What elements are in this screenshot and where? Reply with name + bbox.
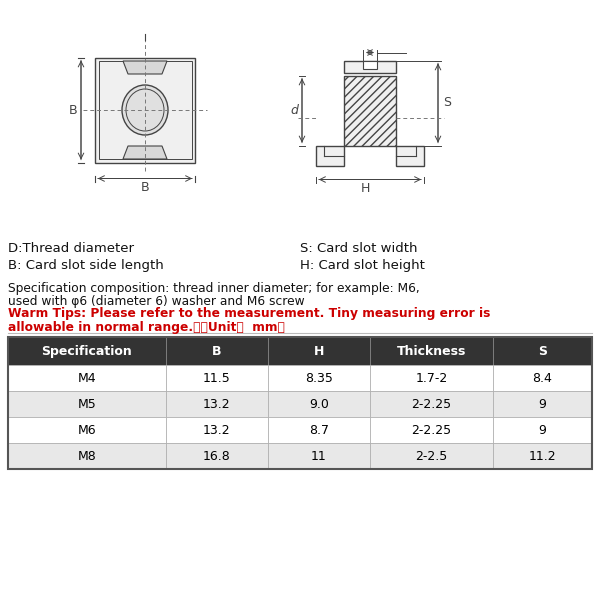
Text: 11.2: 11.2 (529, 450, 556, 463)
Text: allowable in normal range.　（Unit：  mm）: allowable in normal range. （Unit： mm） (8, 321, 285, 334)
Text: H: H (314, 345, 324, 358)
Text: B: B (68, 103, 77, 116)
Bar (493, 443, 592, 469)
Bar (8, 365, 166, 391)
Bar (370, 365, 493, 391)
Text: M4: M4 (77, 372, 96, 385)
Text: 8.7: 8.7 (309, 424, 329, 437)
Text: 9: 9 (538, 398, 546, 411)
Text: D:Thread diameter: D:Thread diameter (8, 242, 134, 255)
Bar (493, 365, 592, 391)
Bar (268, 365, 370, 391)
Ellipse shape (122, 85, 168, 135)
Bar (95, 58, 195, 163)
Text: 2-2.25: 2-2.25 (412, 398, 451, 411)
Text: B: B (140, 181, 149, 194)
Bar (493, 417, 592, 443)
Bar (268, 417, 370, 443)
Text: 2-2.25: 2-2.25 (412, 424, 451, 437)
Bar (370, 391, 493, 417)
Bar (344, 76, 396, 145)
Text: B: B (212, 345, 221, 358)
Bar (493, 337, 592, 365)
Text: 16.8: 16.8 (203, 450, 230, 463)
Bar (166, 391, 268, 417)
Text: H: Card slot height: H: Card slot height (300, 259, 425, 272)
Bar (396, 145, 424, 166)
Text: H: H (361, 182, 370, 195)
Bar (166, 365, 268, 391)
Text: B: Card slot side length: B: Card slot side length (8, 259, 164, 272)
Bar (8, 337, 592, 469)
Text: M8: M8 (77, 450, 96, 463)
Text: M5: M5 (77, 398, 96, 411)
Text: Specification composition: thread inner diameter; for example: M6,: Specification composition: thread inner … (8, 282, 420, 295)
Text: 8.4: 8.4 (532, 372, 552, 385)
Bar (166, 443, 268, 469)
Text: d: d (290, 104, 298, 117)
Text: 11: 11 (311, 450, 327, 463)
Text: 9: 9 (538, 424, 546, 437)
Polygon shape (123, 61, 167, 74)
Bar (268, 443, 370, 469)
Bar (268, 337, 370, 365)
Bar (8, 337, 166, 365)
Bar (166, 417, 268, 443)
Bar (166, 337, 268, 365)
Bar (8, 391, 166, 417)
Bar (370, 337, 493, 365)
Polygon shape (123, 146, 167, 159)
Text: Thickness: Thickness (397, 345, 466, 358)
Bar (8, 417, 166, 443)
Text: S: S (443, 97, 451, 109)
Bar (98, 61, 191, 159)
Text: 13.2: 13.2 (203, 398, 230, 411)
Text: 2-2.5: 2-2.5 (415, 450, 448, 463)
Text: 13.2: 13.2 (203, 424, 230, 437)
Text: S: S (538, 345, 547, 358)
Bar (363, 61, 377, 68)
Bar (268, 391, 370, 417)
Bar (316, 145, 344, 166)
Bar (344, 76, 396, 145)
Text: 9.0: 9.0 (309, 398, 329, 411)
Text: M6: M6 (77, 424, 96, 437)
Bar (370, 417, 493, 443)
Text: 11.5: 11.5 (203, 372, 230, 385)
Text: Specification: Specification (41, 345, 132, 358)
Bar (493, 391, 592, 417)
Bar (370, 443, 493, 469)
Bar (8, 443, 166, 469)
Text: S: Card slot width: S: Card slot width (300, 242, 418, 255)
Text: Warm Tips: Please refer to the measurement. Tiny measuring error is: Warm Tips: Please refer to the measureme… (8, 307, 490, 320)
Text: used with φ6 (diameter 6) washer and M6 screw: used with φ6 (diameter 6) washer and M6 … (8, 295, 305, 308)
Text: 1.7-2: 1.7-2 (415, 372, 448, 385)
Bar (344, 61, 396, 73)
Text: 8.35: 8.35 (305, 372, 333, 385)
